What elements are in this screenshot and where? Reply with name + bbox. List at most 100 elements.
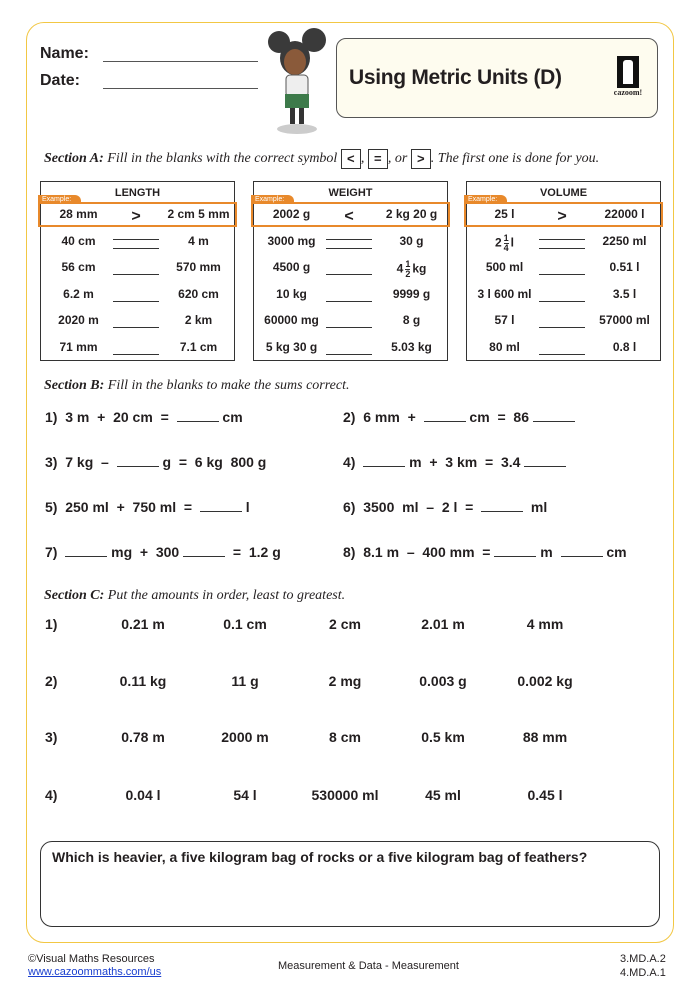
comparison-table-weight: WEIGHT Example: 2002 g <2 kg 20 g 3000 mg 30 … [251, 181, 450, 361]
comparison-row: 4500 g 4 1 2 kg [254, 260, 447, 280]
equation-text: cm = 86 [465, 409, 533, 425]
answer-blank[interactable] [326, 248, 372, 249]
left-value: 40 cm [61, 234, 96, 248]
equation-text: g = 6 kg 800 g [158, 454, 267, 470]
answer-blank[interactable] [113, 248, 159, 249]
question-number: 2) [45, 673, 58, 689]
amount: 54 l [233, 787, 257, 803]
answer-blank[interactable] [539, 274, 585, 275]
right-value: 2250 ml [602, 234, 647, 248]
answer-blank[interactable] [363, 455, 406, 467]
answer-blank[interactable] [113, 354, 159, 355]
left-value: 3 l 600 ml [477, 287, 532, 301]
example-answer: > [113, 208, 159, 240]
answer-blank[interactable] [539, 248, 585, 249]
comparison-row: 80 ml 0.8 l [467, 340, 660, 360]
example-row: 25 l >22000 l [467, 207, 660, 240]
date-field[interactable] [103, 88, 258, 89]
amount: 0.003 g [419, 673, 467, 689]
answer-blank[interactable] [494, 545, 537, 557]
answer-blank[interactable] [326, 274, 372, 275]
answer-blank[interactable] [116, 455, 159, 467]
unit: kg [412, 261, 427, 276]
sum-question: 5) 250 ml + 750 ml = l [45, 499, 250, 515]
amount: 0.002 kg [517, 673, 573, 689]
right-value: 7.1 cm [179, 340, 218, 354]
copyright: ©Visual Maths Resources [28, 953, 155, 965]
answer-blank[interactable] [539, 301, 585, 302]
comparison-row: 71 mm 7.1 cm [41, 340, 234, 360]
equation-text: 3500 ml – 2 l = [363, 499, 482, 515]
comparison-row: 5 kg 30 g 5.03 kg [254, 340, 447, 360]
comparison-row: 56 cm 570 mm [41, 260, 234, 280]
table-heading: VOLUME [539, 187, 588, 199]
answer-blank[interactable] [524, 455, 567, 467]
fraction-whole: 2 [494, 235, 502, 250]
comparison-row: 2 1 4 l 2250 ml [467, 234, 660, 254]
left-value: 2002 g [272, 207, 311, 221]
right-value: 30 g [399, 234, 424, 248]
equation-text: cm [218, 409, 243, 425]
amount: 0.04 l [125, 787, 161, 803]
amount: 0.11 kg [119, 673, 167, 689]
equation-text: 3 m + 20 cm = [65, 409, 177, 425]
standard: 4.MD.A.1 [620, 967, 666, 979]
name-field[interactable] [103, 61, 258, 62]
table-heading: LENGTH [114, 187, 161, 199]
answer-blank[interactable] [326, 327, 372, 328]
standard: 3.MD.A.2 [620, 953, 666, 965]
example-row: 28 mm >2 cm 5 mm [41, 207, 234, 240]
equation-text: = 1.2 g [225, 544, 281, 560]
reasoning-question: Which is heavier, a five kilogram bag of… [52, 849, 588, 865]
right-value: 2 km [184, 313, 213, 327]
answer-blank[interactable] [113, 327, 159, 328]
question-number: 8) [343, 544, 356, 560]
answer-blank[interactable] [113, 301, 159, 302]
answer-blank[interactable] [199, 500, 242, 512]
denominator: 4 [503, 243, 509, 253]
answer-blank[interactable] [481, 500, 524, 512]
left-value: 5 kg 30 g [265, 340, 318, 354]
comparison-row: 57 l 57000 ml [467, 313, 660, 333]
separator: , or [387, 151, 408, 167]
left-value: 57 l [494, 313, 515, 327]
amount: 0.5 km [421, 729, 465, 745]
question-number: 4) [343, 454, 356, 470]
answer-blank[interactable] [560, 545, 603, 557]
reasoning-question-box[interactable] [40, 841, 660, 927]
table-heading: WEIGHT [328, 187, 373, 199]
answer-blank[interactable] [326, 301, 372, 302]
comparison-row: 2020 m 2 km [41, 313, 234, 333]
answer-symbol: > [557, 208, 567, 225]
answer-blank[interactable] [539, 354, 585, 355]
sum-question: 8) 8.1 m – 400 mm = m cm [343, 544, 627, 560]
answer-blank[interactable] [532, 410, 575, 422]
answer-blank[interactable] [65, 545, 108, 557]
answer-blank[interactable] [183, 545, 226, 557]
instruction-text: Fill in the blanks to make the sums corr… [107, 378, 350, 393]
example-highlight [38, 202, 237, 227]
equation-text: 7 kg – [65, 454, 117, 470]
answer-blank[interactable] [326, 354, 372, 355]
right-value: 0.8 l [612, 340, 637, 354]
answer-blank[interactable] [176, 410, 219, 422]
equation-text: 250 ml + 750 ml = [65, 499, 200, 515]
answer-symbol: < [344, 208, 354, 225]
left-value: 28 mm [59, 207, 98, 221]
amount: 45 ml [425, 787, 461, 803]
answer-blank[interactable] [539, 327, 585, 328]
question-number: 7) [45, 544, 58, 560]
equation-text: m + 3 km = 3.4 [405, 454, 525, 470]
equation-text: 6 mm + [363, 409, 424, 425]
question-number: 3) [45, 454, 58, 470]
instruction-text: Put the amounts in order, least to great… [107, 588, 346, 603]
right-value: 4 m [188, 234, 209, 248]
answer-blank[interactable] [113, 274, 159, 275]
left-value: 25 l [494, 207, 515, 221]
answer-blank[interactable] [423, 410, 466, 422]
comparison-row: 40 cm 4 m [41, 234, 234, 254]
right-value: 570 mm [176, 260, 221, 274]
website-link[interactable]: www.cazoommaths.com/us [28, 966, 162, 978]
